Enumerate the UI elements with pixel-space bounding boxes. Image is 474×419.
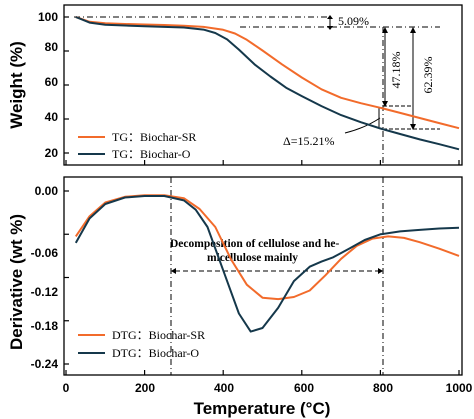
x-tick-label: 0 bbox=[63, 381, 70, 395]
arrow-62-head-down bbox=[410, 124, 416, 130]
tg-biochar-o-line bbox=[75, 16, 460, 151]
x-tick-label: 200 bbox=[135, 381, 155, 395]
bottom-annotation-lines bbox=[170, 177, 384, 375]
x-tick-label: 400 bbox=[214, 381, 234, 395]
legend-label-tg-sr: TG：Biochar-SR bbox=[112, 130, 196, 144]
legend-label-dtg-o: DTG：Biochar-O bbox=[112, 346, 199, 360]
legend-label-dtg-sr: DTG：Biochar-SR bbox=[112, 328, 205, 342]
dtg-biochar-o-line bbox=[74, 195, 460, 333]
legend-label-tg-o: TG：Biochar-O bbox=[112, 147, 191, 161]
series-lines bbox=[74, 16, 460, 333]
top-y-tick-label: 20 bbox=[45, 146, 59, 160]
annotation-decomposition-line1: Decomposition of cellulose and he- bbox=[170, 238, 339, 250]
bottom-y-tick-label: -0.18 bbox=[31, 319, 59, 333]
x-tick-labels: 0 200 400 600 800 1000 bbox=[63, 381, 473, 395]
top-y-tick-label: 80 bbox=[45, 40, 59, 54]
x-tick-label: 600 bbox=[294, 381, 314, 395]
arrow-62-head-up bbox=[410, 27, 416, 33]
arrow-5pct-head-down bbox=[327, 26, 333, 30]
axis-ticks bbox=[64, 16, 460, 375]
range-arrow-head-right bbox=[378, 268, 383, 274]
arrow-47-head-up bbox=[382, 27, 388, 33]
range-arrow-head-left bbox=[171, 268, 176, 274]
bottom-y-tick-label: -0.06 bbox=[31, 246, 59, 260]
bottom-y-tick-label: -0.12 bbox=[31, 285, 59, 299]
x-axis-label: Temperature (°C) bbox=[194, 399, 331, 418]
x-tick-label: 1000 bbox=[446, 381, 473, 395]
arrow-47-head-down bbox=[382, 101, 388, 107]
annotation-62-39: 62.39% bbox=[421, 57, 435, 94]
annotation-47-18: 47.18% bbox=[389, 52, 403, 89]
bottom-y-axis-label: Derivative (wt %) bbox=[7, 214, 26, 350]
top-y-tick-label: 40 bbox=[45, 110, 59, 124]
bottom-y-tick-labels: 0.00 -0.06 -0.12 -0.18 -0.24 bbox=[31, 184, 59, 371]
top-annotation-lines bbox=[74, 15, 440, 165]
top-y-tick-label: 60 bbox=[45, 75, 59, 89]
bottom-plot-frame bbox=[63, 176, 463, 376]
annotation-delta: Δ=15.21% bbox=[283, 134, 334, 148]
bottom-y-tick-label: 0.00 bbox=[35, 184, 59, 198]
bottom-legend: DTG：Biochar-SR DTG：Biochar-O bbox=[78, 328, 205, 360]
x-tick-label: 800 bbox=[373, 381, 393, 395]
top-y-tick-labels: 100 80 60 40 20 bbox=[38, 10, 58, 160]
delta-leader bbox=[344, 117, 381, 134]
arrow-5pct-head-up bbox=[327, 15, 333, 19]
top-y-tick-label: 100 bbox=[38, 10, 58, 24]
tg-biochar-sr-line bbox=[75, 16, 460, 130]
top-y-axis-label: Weight (%) bbox=[7, 41, 26, 129]
annotation-5-09: 5.09% bbox=[338, 14, 369, 28]
top-legend: TG：Biochar-SR TG：Biochar-O bbox=[78, 130, 196, 161]
bottom-y-tick-label: -0.24 bbox=[31, 357, 59, 371]
